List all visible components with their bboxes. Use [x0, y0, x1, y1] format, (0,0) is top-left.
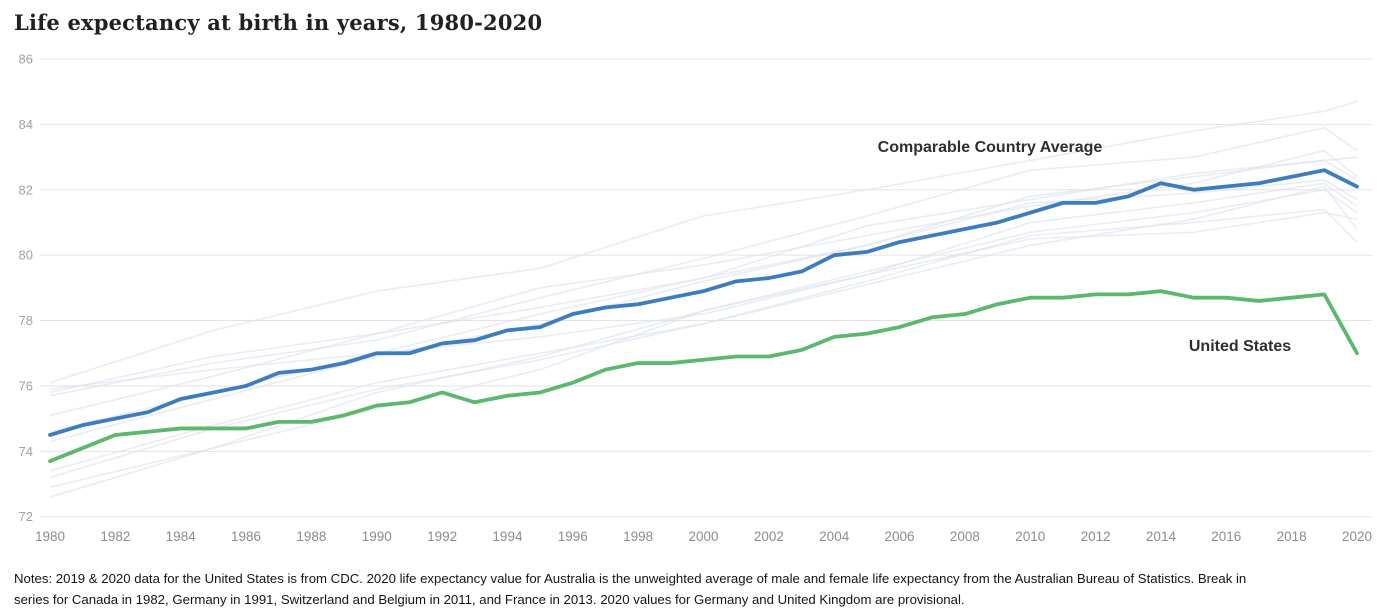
x-tick-label: 1980: [35, 529, 65, 544]
background-country-line-1: [49, 100, 1358, 384]
x-tick-label: 2012: [1081, 529, 1111, 544]
main-series-group: [48, 168, 1359, 464]
y-tick-label: 82: [19, 182, 33, 197]
x-tick-label: 2014: [1146, 529, 1177, 544]
x-axis-labels-group: 1980 1982 1984 1986 1988 1990 1992 1994 1996 1998…: [35, 529, 1372, 544]
life-expectancy-chart: 72 74 76 78 80 82 84 86 1980 1982 1984 1986 1988 199…: [19, 52, 1372, 544]
background-country-line-9: [49, 185, 1358, 472]
x-tick-label: 2018: [1277, 529, 1307, 544]
y-tick-label: 76: [19, 378, 33, 393]
x-tick-label: 1990: [362, 529, 392, 544]
x-tick-label: 2000: [688, 529, 718, 544]
chart-notes-line-2: series for Canada in 1982, Germany in 19…: [14, 592, 965, 607]
x-tick-label: 2020: [1342, 529, 1372, 544]
x-tick-label: 1988: [296, 529, 326, 544]
y-axis-labels-group: 72 74 76 78 80 82 84 86: [19, 52, 33, 525]
x-tick-label: 2006: [885, 529, 915, 544]
background-country-line-6: [49, 179, 1358, 417]
background-country-line-4: [49, 159, 1358, 443]
y-tick-label: 78: [19, 313, 33, 328]
background-country-line-10: [49, 211, 1358, 489]
background-country-line-2: [49, 126, 1358, 397]
gridlines-group: [40, 58, 1372, 518]
background-country-line-11: [49, 208, 1358, 479]
chart-title: Life expectancy at birth in years, 1980-…: [14, 10, 543, 35]
x-tick-label: 2002: [754, 529, 784, 544]
x-tick-label: 1998: [623, 529, 653, 544]
series-label-united-states: United States: [1188, 338, 1292, 355]
background-country-line-7: [49, 182, 1358, 391]
y-tick-label: 72: [19, 509, 33, 524]
series-label-comparable-country-average: Comparable Country Average: [877, 139, 1103, 156]
background-country-lines-group: [49, 100, 1358, 498]
x-tick-label: 1982: [100, 529, 130, 544]
x-tick-label: 2008: [950, 529, 980, 544]
chart-notes-line-1: Notes: 2019 & 2020 data for the United S…: [14, 571, 1247, 586]
x-tick-label: 2016: [1211, 529, 1241, 544]
x-tick-label: 1994: [492, 529, 523, 544]
y-tick-label: 84: [19, 117, 33, 132]
x-tick-label: 2004: [819, 529, 850, 544]
x-tick-label: 2010: [1015, 529, 1045, 544]
x-tick-label: 1996: [558, 529, 588, 544]
x-tick-label: 1992: [427, 529, 457, 544]
y-tick-label: 74: [19, 444, 33, 459]
x-tick-label: 1986: [231, 529, 261, 544]
y-tick-label: 80: [19, 248, 33, 263]
x-tick-label: 1984: [166, 529, 197, 544]
background-country-line-5: [49, 149, 1358, 394]
y-tick-label: 86: [19, 52, 33, 67]
series-line-united-states: [48, 289, 1359, 464]
series-line-comparable-country-average: [48, 168, 1359, 437]
chart-notes: Notes: 2019 & 2020 data for the United S…: [14, 568, 1394, 610]
